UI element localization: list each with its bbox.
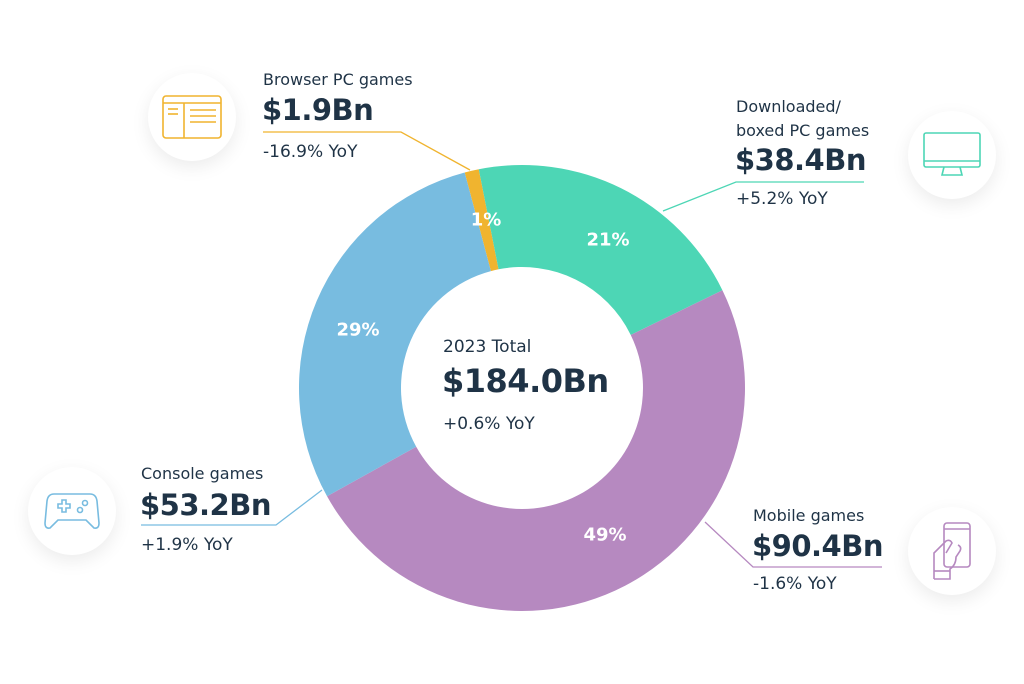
leader-line-console: [141, 489, 323, 526]
gamepad-icon: [44, 493, 100, 529]
leader-line-downloaded: [662, 181, 864, 212]
desktop-monitor-icon: [923, 132, 981, 176]
downloaded-yoy: +5.2% YoY: [736, 189, 828, 209]
browser-icon-badge: [148, 73, 236, 161]
downloaded-title-line2: boxed PC games: [736, 121, 870, 140]
hand-holding-phone-icon: [933, 522, 971, 580]
donut-slice-downloaded-boxed-pc-games: [478, 165, 723, 335]
downloaded-value: $38.4Bn: [735, 143, 866, 177]
mobile-title: Mobile games: [753, 506, 865, 525]
percent-label-browser: 1%: [470, 209, 502, 231]
console-yoy: +1.9% YoY: [141, 535, 233, 555]
browser-window-icon: [162, 95, 222, 139]
percent-label-console: 29%: [336, 319, 380, 341]
percent-label-mobile: 49%: [583, 524, 627, 546]
leader-line-mobile: [704, 521, 882, 568]
mobile-yoy: -1.6% YoY: [753, 574, 837, 594]
browser-value: $1.9Bn: [262, 93, 374, 127]
center-title: 2023 Total: [443, 337, 532, 357]
downloaded-icon-badge: [908, 111, 996, 199]
console-title: Console games: [141, 464, 264, 483]
donut-slice-browser-pc-games: [464, 169, 499, 272]
mobile-icon-badge: [908, 507, 996, 595]
percent-label-downloaded: 21%: [586, 229, 630, 251]
center-total-value: $184.0Bn: [442, 362, 609, 400]
center-yoy: +0.6% YoY: [443, 414, 535, 434]
mobile-value: $90.4Bn: [752, 529, 883, 563]
browser-yoy: -16.9% YoY: [263, 142, 358, 162]
console-value: $53.2Bn: [140, 488, 271, 522]
downloaded-title-line1: Downloaded/: [736, 97, 841, 116]
browser-title: Browser PC games: [263, 70, 413, 89]
leader-line-browser: [263, 131, 471, 171]
console-icon-badge: [28, 467, 116, 555]
donut-slice-mobile-games: [327, 290, 746, 612]
donut-slice-console-games: [299, 172, 491, 497]
